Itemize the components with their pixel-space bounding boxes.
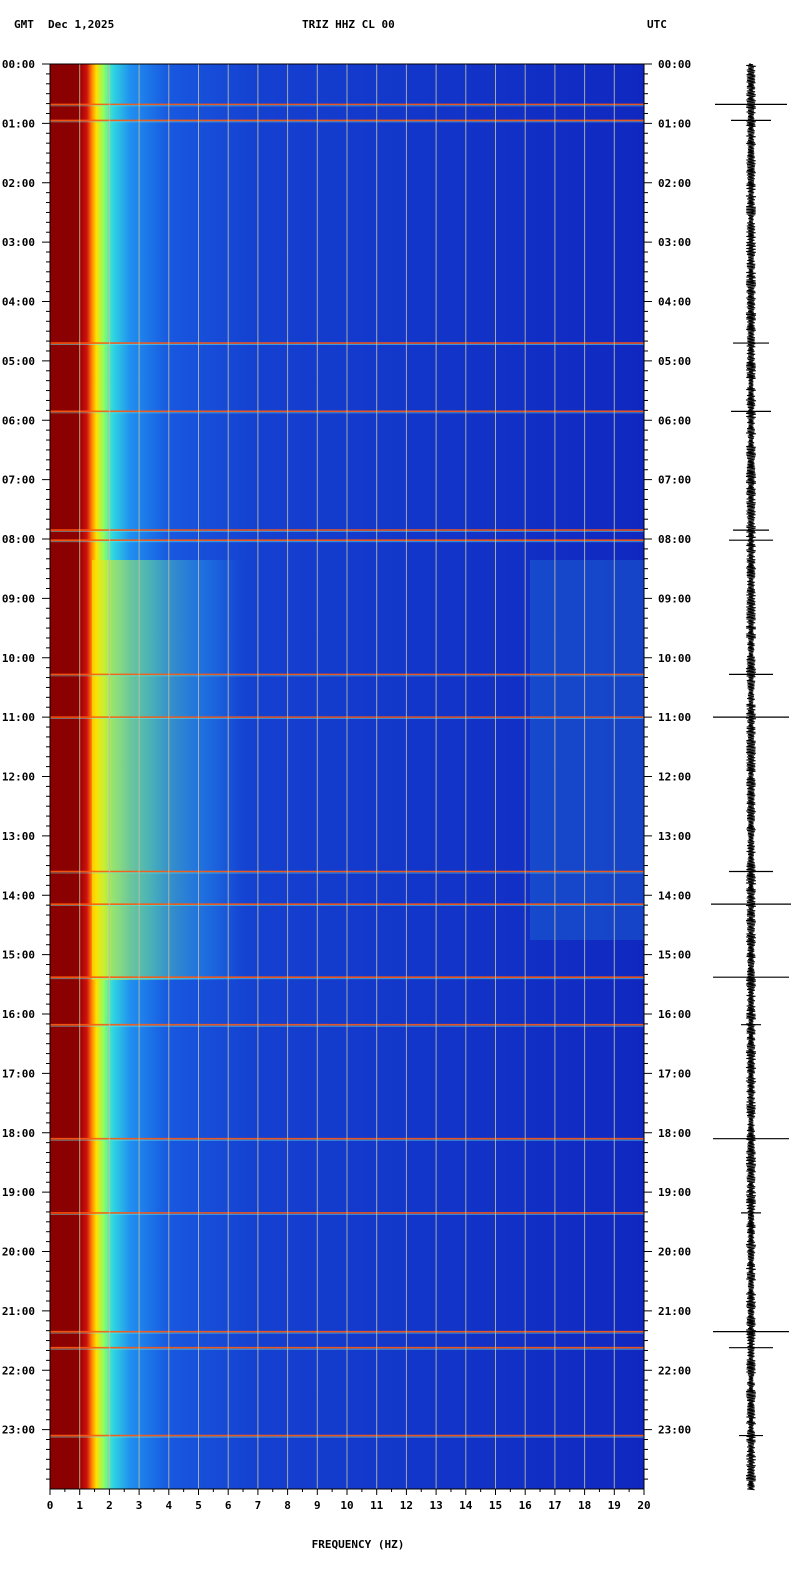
y-tick-label-left: 19:00: [2, 1186, 35, 1199]
y-tick-label-left: 16:00: [2, 1008, 35, 1021]
y-tick-label-right: 16:00: [658, 1008, 691, 1021]
frequency-axis: 0 1 2 3 4 5 6 7 8 9 10 11 12 13 14 15 16 17 18 19 20: [47, 1489, 651, 1512]
y-tick-label-right: 05:00: [658, 355, 691, 368]
x-tick-label: 5: [195, 1499, 202, 1512]
y-tick-label-right: 04:00: [658, 296, 691, 309]
time-axis-right: 00:00 01:00 02:00 03:00 04:00 05:00 06:00 07:00…: [644, 58, 691, 1480]
x-tick-label: 4: [165, 1499, 172, 1512]
spectrogram-plot: [50, 64, 644, 1489]
y-tick-label-left: 02:00: [2, 177, 35, 190]
x-tick-label: 15: [489, 1499, 502, 1512]
x-tick-label: 17: [548, 1499, 561, 1512]
y-tick-label-left: 10:00: [2, 652, 35, 665]
seismogram-line: [745, 63, 757, 1491]
y-tick-label-right: 01:00: [658, 117, 691, 130]
time-axis-left: 00:00 01:00 02:00 03:00 04:00 05:00 06:00 07:00…: [2, 58, 50, 1480]
y-tick-label-right: 06:00: [658, 414, 691, 427]
y-tick-label-right: 03:00: [658, 236, 691, 249]
y-tick-label-left: 01:00: [2, 117, 35, 130]
y-tick-label-right: 02:00: [658, 177, 691, 190]
x-tick-label: 9: [314, 1499, 321, 1512]
frequency-grid: [79, 64, 615, 1489]
y-tick-label-left: 04:00: [2, 296, 35, 309]
y-tick-label-right: 07:00: [658, 474, 691, 487]
x-tick-label: 20: [637, 1499, 650, 1512]
y-tick-label-left: 06:00: [2, 414, 35, 427]
y-tick-label-left: 20:00: [2, 1246, 35, 1259]
station-label: TRIZ HHZ CL 00: [302, 18, 395, 31]
y-tick-label-right: 15:00: [658, 949, 691, 962]
x-tick-label: 3: [136, 1499, 143, 1512]
y-tick-label-right: 23:00: [658, 1424, 691, 1437]
x-tick-label: 12: [400, 1499, 413, 1512]
x-tick-label: 13: [429, 1499, 442, 1512]
y-tick-label-right: 13:00: [658, 830, 691, 843]
y-tick-label-right: 20:00: [658, 1246, 691, 1259]
y-tick-label-left: 14:00: [2, 889, 35, 902]
y-tick-label-right: 11:00: [658, 711, 691, 724]
seismogram-trace: [711, 63, 791, 1491]
timezone-left-label: GMT: [14, 18, 34, 31]
x-axis-label: FREQUENCY (HZ): [312, 1538, 405, 1551]
noise-band-high: [530, 560, 644, 940]
y-tick-label-left: 11:00: [2, 711, 35, 724]
y-tick-label-left: 12:00: [2, 771, 35, 784]
noise-band: [92, 560, 242, 980]
y-tick-label-left: 18:00: [2, 1127, 35, 1140]
y-tick-label-left: 08:00: [2, 533, 35, 546]
x-tick-label: 1: [76, 1499, 83, 1512]
timezone-right-label: UTC: [647, 18, 667, 31]
y-tick-label-right: 00:00: [658, 58, 691, 71]
y-tick-label-left: 23:00: [2, 1424, 35, 1437]
y-tick-label-left: 09:00: [2, 592, 35, 605]
y-tick-label-right: 09:00: [658, 592, 691, 605]
y-tick-label-right: 19:00: [658, 1186, 691, 1199]
x-tick-label: 14: [459, 1499, 473, 1512]
y-tick-label-right: 21:00: [658, 1305, 691, 1318]
y-tick-label-right: 12:00: [658, 771, 691, 784]
x-tick-label: 19: [608, 1499, 621, 1512]
y-tick-label-left: 00:00: [2, 58, 35, 71]
y-tick-label-left: 07:00: [2, 474, 35, 487]
x-tick-label: 8: [284, 1499, 291, 1512]
y-tick-label-left: 15:00: [2, 949, 35, 962]
y-tick-label-right: 08:00: [658, 533, 691, 546]
x-tick-label: 16: [519, 1499, 533, 1512]
y-tick-label-left: 21:00: [2, 1305, 35, 1318]
y-tick-label-left: 13:00: [2, 830, 35, 843]
y-tick-label-right: 22:00: [658, 1364, 691, 1377]
x-tick-label: 0: [47, 1499, 54, 1512]
y-tick-label-left: 22:00: [2, 1364, 35, 1377]
x-tick-label: 6: [225, 1499, 232, 1512]
y-tick-label-right: 17:00: [658, 1067, 691, 1080]
x-tick-label: 7: [255, 1499, 262, 1512]
x-tick-label: 2: [106, 1499, 113, 1512]
x-tick-label: 10: [340, 1499, 353, 1512]
x-tick-label: 18: [578, 1499, 591, 1512]
y-tick-label-left: 05:00: [2, 355, 35, 368]
x-tick-label: 11: [370, 1499, 384, 1512]
y-tick-label-right: 14:00: [658, 889, 691, 902]
y-tick-label-right: 10:00: [658, 652, 691, 665]
y-tick-label-right: 18:00: [658, 1127, 691, 1140]
date-label: Dec 1,2025: [48, 18, 115, 31]
y-tick-label-left: 17:00: [2, 1067, 35, 1080]
y-tick-label-left: 03:00: [2, 236, 35, 249]
